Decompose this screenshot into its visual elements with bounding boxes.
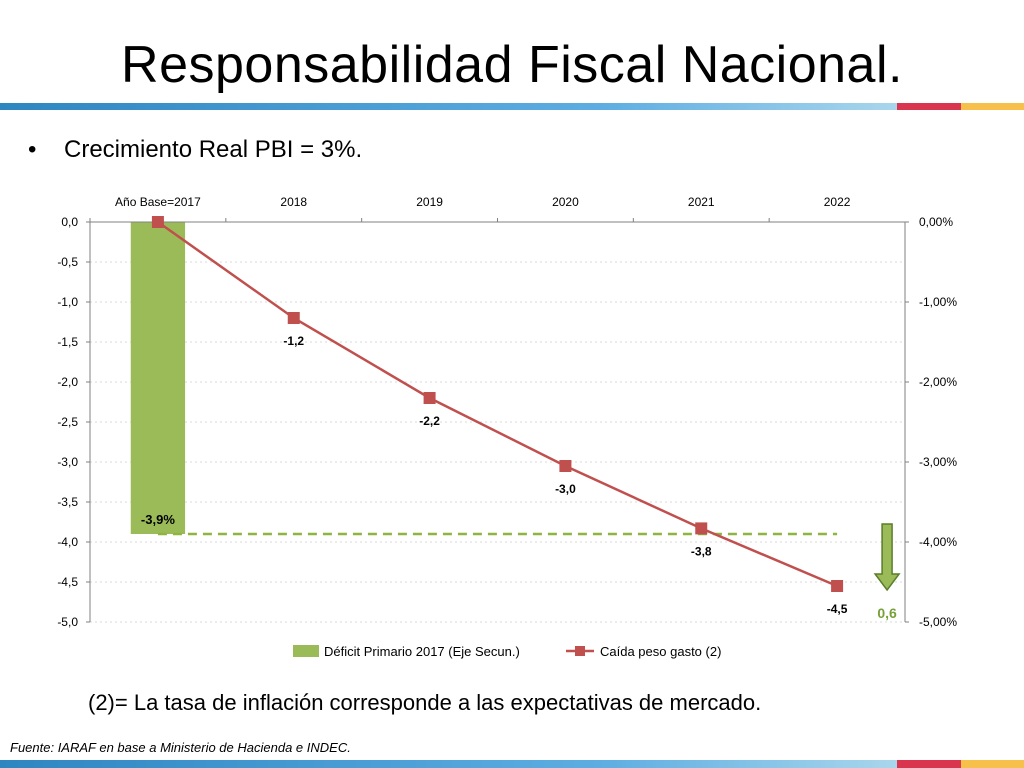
left-axis-tick-label: -2,0 (57, 375, 78, 389)
right-axis-tick-label: -2,00% (919, 375, 957, 389)
right-axis-tick-label: -1,00% (919, 295, 957, 309)
line-marker (695, 522, 708, 535)
line-marker (151, 216, 164, 228)
line-data-label: -3,8 (691, 544, 712, 558)
legend-label: Déficit Primario 2017 (Eje Secun.) (324, 644, 520, 659)
left-axis-tick-label: -3,0 (57, 455, 78, 469)
bar (130, 222, 186, 534)
line-marker (831, 580, 844, 592)
source-note: Fuente: IARAF en base a Ministerio de Ha… (10, 740, 351, 755)
category-label: 2018 (280, 195, 307, 209)
down-arrow-icon (873, 523, 901, 592)
left-axis-tick-label: -1,5 (57, 335, 78, 349)
legend: Déficit Primario 2017 (Eje Secun.) Caída … (293, 644, 721, 659)
line-layer (151, 216, 844, 592)
bar-data-label: -3,9% (141, 512, 175, 527)
line-data-label: -3,0 (555, 482, 576, 496)
line-data-label: -2,2 (419, 414, 440, 428)
slide-title: Responsabilidad Fiscal Nacional. (121, 36, 903, 94)
legend-swatch-bar (293, 645, 319, 657)
series-line (157, 220, 838, 588)
left-axis-tick-label: -0,5 (57, 255, 78, 269)
arrow-label: 0,6 (877, 605, 897, 621)
bullet-item: • Crecimiento Real PBI = 3%. (28, 134, 362, 166)
line-data-label: -4,5 (827, 602, 848, 616)
left-axis-tick-label: -1,0 (57, 295, 78, 309)
footer-band (0, 760, 1024, 768)
footnote: (2)= La tasa de inflación corresponde a … (88, 690, 762, 715)
arrow-layer (873, 523, 901, 592)
line-data-label: -1,2 (283, 334, 304, 348)
right-axis-tick-label: -4,00% (919, 535, 957, 549)
left-axis-tick-label: -4,5 (57, 575, 78, 589)
legend-label: Caída peso gasto (2) (600, 644, 721, 659)
left-axis-tick-label: -4,0 (57, 535, 78, 549)
bar-layer (130, 222, 186, 534)
left-axis-tick-label: 0,0 (61, 215, 78, 229)
category-label: Año Base=2017 (115, 195, 201, 209)
category-label: 2022 (824, 195, 851, 209)
category-label: 2019 (416, 195, 443, 209)
left-axis-tick-label: -2,5 (57, 415, 78, 429)
left-axis-tick-label: -5,0 (57, 615, 78, 629)
data-label-layer: -3,9% -1,2 -2,2 -3,0 -3,8 -4,5 0,6 (141, 334, 897, 621)
bullet-text: Crecimiento Real PBI = 3%. (64, 136, 363, 163)
category-label: 2021 (688, 195, 715, 209)
legend-swatch-marker (575, 646, 585, 656)
category-label: 2020 (552, 195, 579, 209)
right-axis-tick-label: -3,00% (919, 455, 957, 469)
line-marker (423, 392, 436, 404)
title-underline-band (0, 103, 1024, 110)
axis-layer: 0,0-0,5-1,0-1,5-2,0-2,5-3,0-3,5-4,0-4,5-… (57, 195, 957, 629)
grid-layer (90, 261, 905, 623)
line-marker (559, 460, 572, 472)
bullet-symbol: • (28, 136, 37, 163)
line-marker (287, 312, 300, 324)
right-axis-tick-label: 0,00% (919, 215, 953, 229)
left-axis-tick-label: -3,5 (57, 495, 78, 509)
right-axis-tick-label: -5,00% (919, 615, 957, 629)
